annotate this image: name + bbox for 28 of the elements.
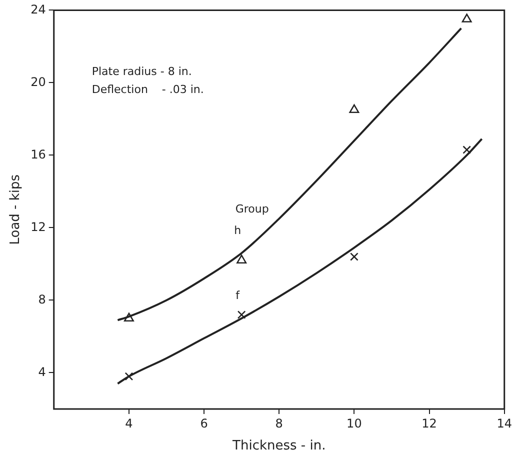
- x-tick-label: 6: [200, 416, 208, 430]
- point: [237, 310, 246, 319]
- y-tick-label: 16: [30, 147, 46, 162]
- x-tick-label: 8: [275, 416, 283, 430]
- point: [462, 14, 472, 22]
- annotation: Plate radius - 8 in.: [92, 65, 192, 78]
- series-label: h: [234, 224, 242, 237]
- point: [124, 312, 134, 322]
- y-tick-label: 24: [30, 2, 46, 16]
- annotation: Deflection - .03 in.: [92, 83, 204, 96]
- y-tick-label: 4: [38, 364, 46, 379]
- y-axis-title: Load - kips: [8, 174, 24, 245]
- point: [462, 146, 472, 154]
- annotation: Group: [235, 202, 269, 216]
- line-series: [116, 138, 483, 385]
- point: [236, 254, 247, 264]
- point: [350, 252, 358, 261]
- series-label: f: [236, 289, 241, 302]
- x-tick-label: 4: [125, 416, 133, 430]
- y-tick-label: 8: [38, 292, 46, 306]
- y-tick-label: 20: [30, 74, 46, 89]
- x-tick-label: 14: [496, 416, 512, 430]
- x-axis-title: Thickness - in.: [232, 438, 326, 454]
- point: [349, 104, 360, 114]
- x-tick-label: 10: [346, 416, 362, 430]
- y-tick-label: 12: [30, 220, 46, 234]
- x-tick-label: 12: [422, 416, 437, 430]
- point: [124, 372, 134, 381]
